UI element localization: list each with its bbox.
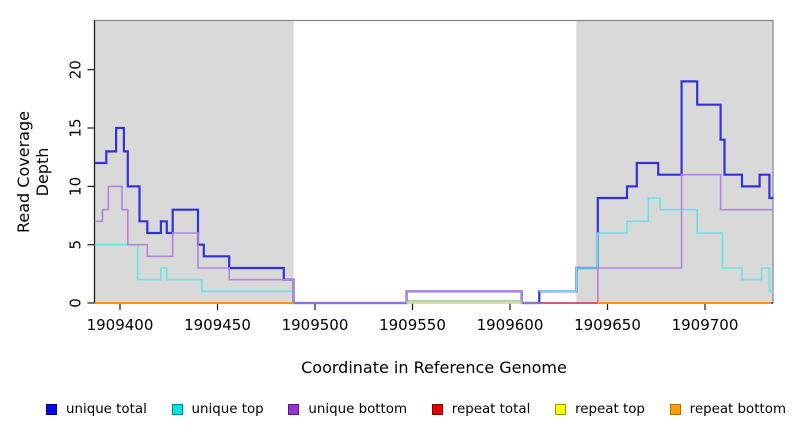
y-axis-title: Read Coverage Depth — [14, 111, 52, 233]
series-unique-bottom — [94, 173, 774, 304]
shaded-regions — [94, 20, 774, 303]
legend-label: repeat bottom — [689, 401, 786, 417]
legend-swatch-icon — [669, 403, 681, 415]
legend-item-unique-bottom: unique bottom — [288, 402, 407, 417]
legend-swatch-icon — [46, 403, 57, 415]
x-tick-label: 1909450 — [184, 316, 251, 334]
x-tick-label: 1909500 — [282, 316, 349, 334]
legend-swatch-icon — [171, 403, 183, 415]
x-tick-label: 1909700 — [672, 316, 739, 334]
legend-label: unique bottom — [308, 401, 408, 417]
x-axis-ticks: 1909400 1909450 1909500 1909550 1909600 19096… — [87, 303, 739, 334]
y-tick-label: 20 — [67, 60, 85, 79]
legend-label: repeat total — [451, 401, 531, 417]
y-tick-label: 10 — [67, 177, 85, 196]
x-tick-label: 1909600 — [477, 316, 544, 334]
shaded-region — [576, 20, 774, 303]
legend-swatch-icon — [555, 403, 567, 415]
legend-swatch-icon — [288, 403, 300, 415]
x-tick-label: 1909400 — [87, 316, 154, 334]
series-unique-top — [94, 197, 774, 293]
legend-swatch-icon — [431, 403, 443, 415]
legend-label: unique total — [66, 401, 147, 417]
legend-label: repeat top — [575, 401, 645, 417]
legend-label: unique top — [191, 401, 264, 417]
y-tick-label: 0 — [67, 298, 85, 308]
legend-item-unique-top: unique top — [171, 401, 264, 417]
legend: unique total unique top unique bottom repea… — [46, 399, 786, 419]
legend-item-repeat-top: repeat top — [555, 402, 645, 417]
legend-item-repeat-bottom: repeat bottom — [669, 401, 786, 417]
legend-item-repeat-total: repeat total — [431, 401, 531, 417]
x-axis-title: Coordinate in Reference Genome — [301, 358, 567, 377]
y-tick-label: 15 — [67, 118, 85, 137]
y-axis-ticks: 0 5 10 15 20 — [67, 60, 95, 308]
x-tick-label: 1909550 — [379, 316, 446, 334]
y-tick-label: 5 — [67, 240, 85, 250]
legend-item-unique-total: unique total — [46, 402, 147, 417]
shaded-region — [94, 20, 294, 303]
x-tick-label: 1909650 — [574, 316, 641, 334]
